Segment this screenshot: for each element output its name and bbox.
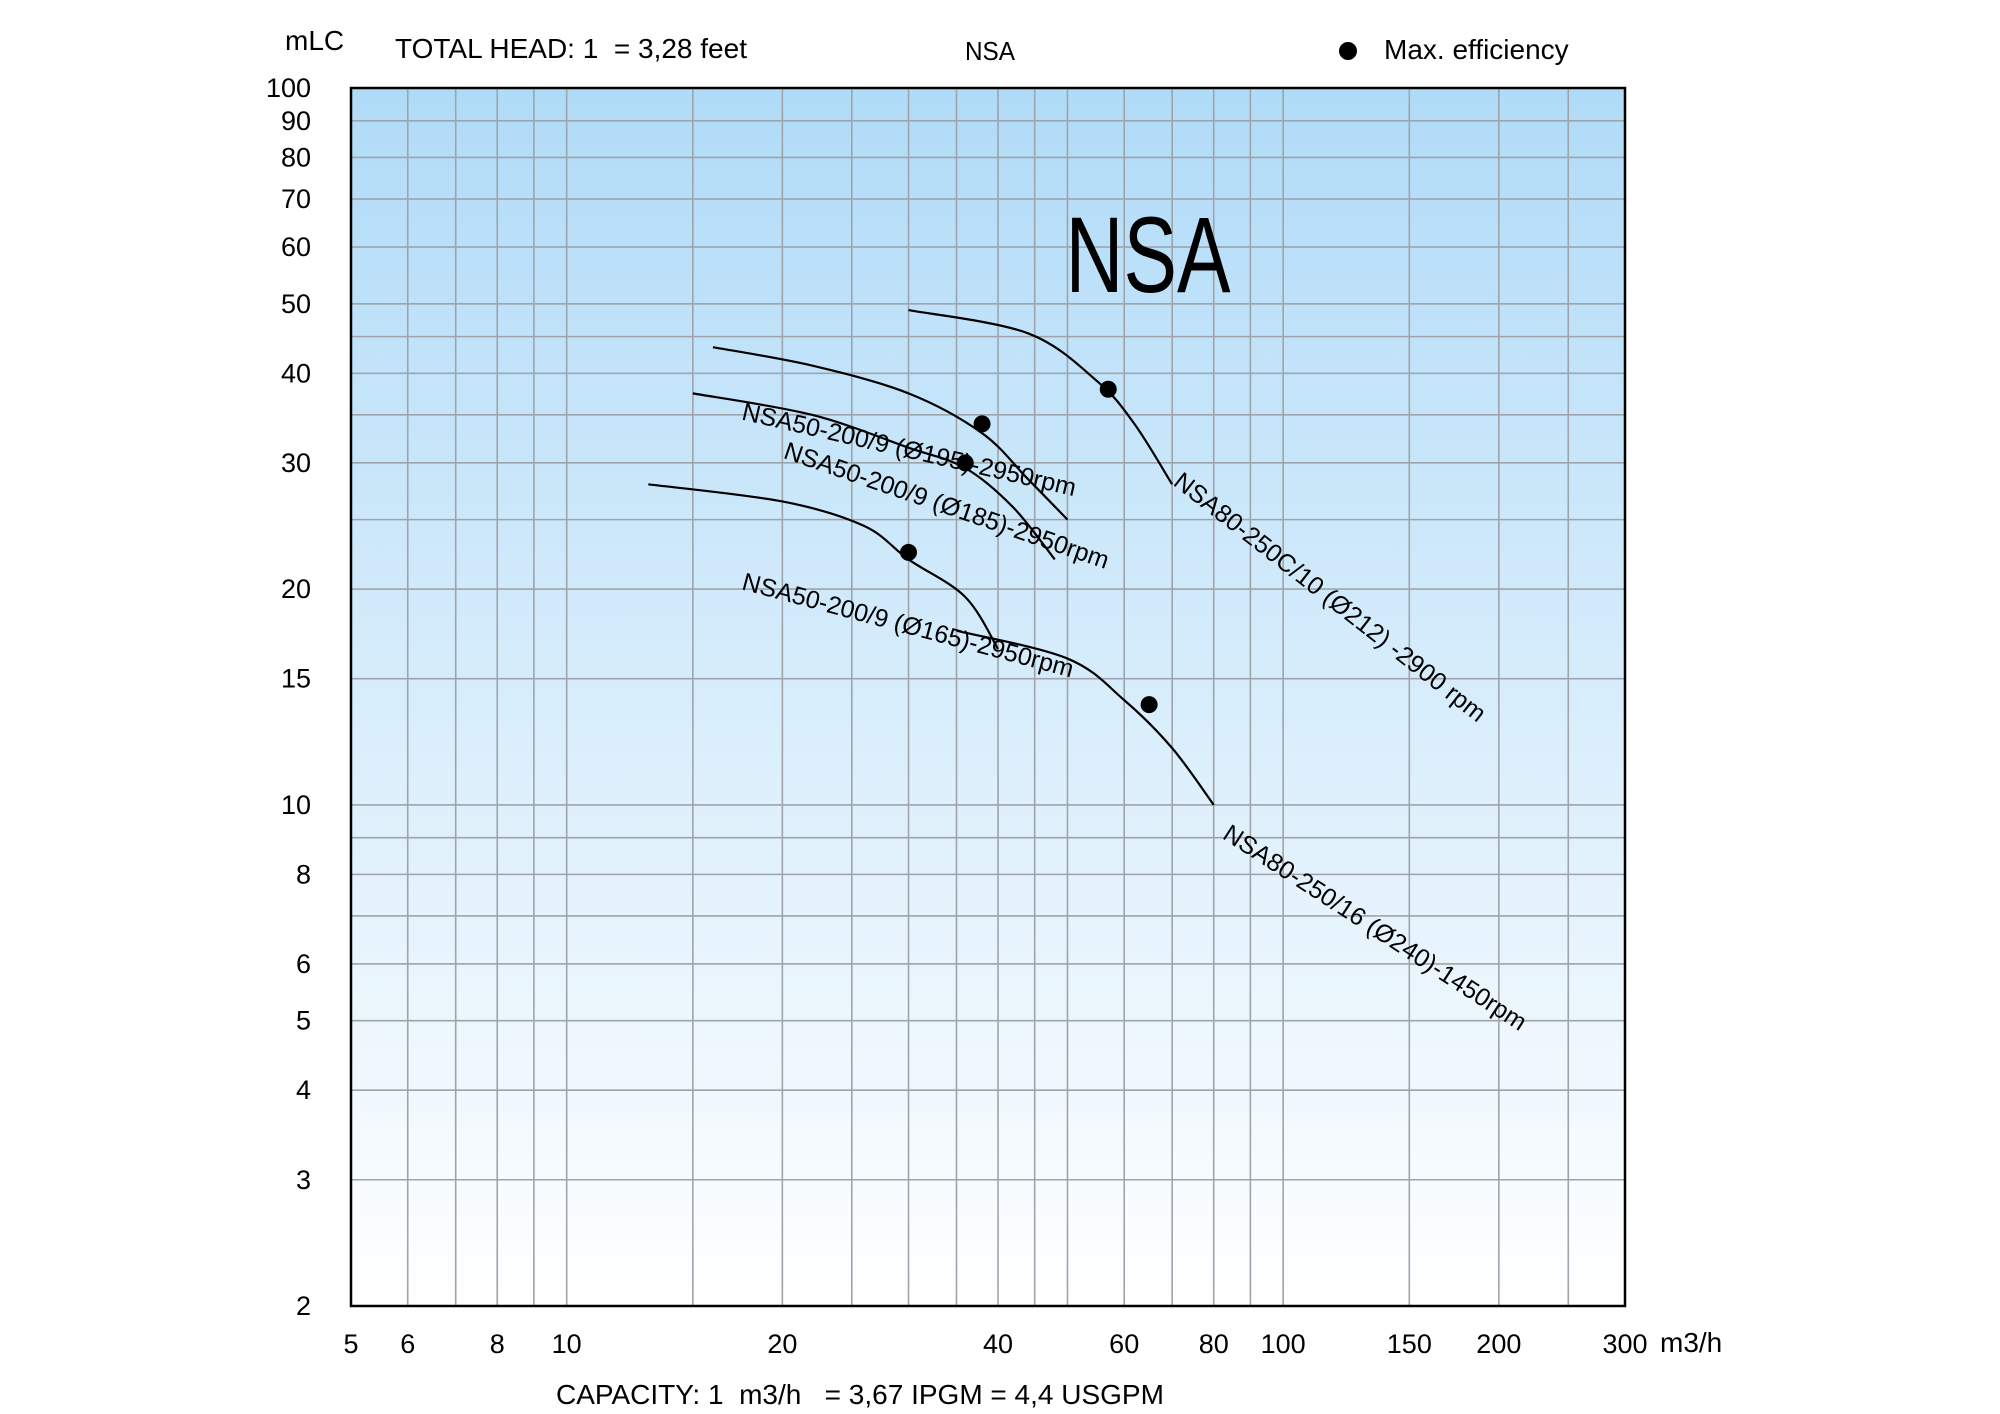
x-tick-label: 8	[490, 1329, 505, 1359]
y-tick-label: 15	[281, 664, 311, 694]
watermark-title: NSA	[1066, 194, 1231, 315]
max-efficiency-point	[956, 454, 974, 472]
y-tick-label: 90	[281, 106, 311, 136]
y-tick-label: 100	[266, 73, 311, 103]
pump-curve-line	[908, 309, 1174, 485]
legend-marker-dot	[1339, 42, 1357, 60]
x-tick-label: 150	[1387, 1329, 1432, 1359]
plot-frame	[349, 86, 1627, 1308]
capacity-note: CAPACITY: 1 m3/h = 3,67 IPGM = 4,4 USGPM	[556, 1379, 1164, 1410]
y-tick-label: 30	[281, 448, 311, 478]
pump-curve-line	[712, 346, 1069, 521]
pump-curve-line	[692, 392, 1056, 561]
x-tick-label: 300	[1602, 1329, 1647, 1359]
y-tick-label: 5	[296, 1006, 311, 1036]
y-tick-label: 60	[281, 232, 311, 262]
y-tick-label: 50	[281, 289, 311, 319]
x-tick-label: 20	[767, 1329, 797, 1359]
y-axis-label: mLC	[285, 25, 344, 56]
x-tick-label: 6	[400, 1329, 415, 1359]
x-tick-label: 100	[1261, 1329, 1306, 1359]
x-tick-label: 200	[1476, 1329, 1521, 1359]
y-tick-label: 2	[296, 1291, 311, 1321]
total-head-note: TOTAL HEAD: 1 = 3,28 feet	[395, 33, 747, 64]
max-efficiency-point	[900, 543, 918, 561]
y-tick-label: 10	[281, 790, 311, 820]
y-tick-label: 4	[296, 1075, 311, 1105]
x-tick-label: 10	[552, 1329, 582, 1359]
x-tick-label: 60	[1109, 1329, 1139, 1359]
max-efficiency-point	[1099, 380, 1117, 398]
pump-curve-line	[956, 629, 1215, 806]
x-tick-label: 40	[983, 1329, 1013, 1359]
x-tick-label: 80	[1199, 1329, 1229, 1359]
x-tick-labels: 5 6 8 10 20 40 60 80 100 150 200 300	[343, 1329, 1647, 1359]
pump-curve-line	[648, 483, 999, 650]
max-efficiency-point	[1140, 696, 1158, 714]
y-tick-label: 3	[296, 1165, 311, 1195]
y-tick-label: 6	[296, 949, 311, 979]
y-tick-label: 20	[281, 574, 311, 604]
y-tick-label: 40	[281, 358, 311, 388]
plot-background	[351, 88, 1625, 1306]
x-axis-label: m3/h	[1660, 1327, 1722, 1358]
y-tick-label: 80	[281, 142, 311, 172]
max-efficiency-point	[973, 415, 991, 433]
x-tick-label: 5	[343, 1329, 358, 1359]
legend-label: Max. efficiency	[1384, 34, 1569, 65]
y-tick-label: 70	[281, 184, 311, 214]
chart-title: NSA	[965, 36, 1016, 66]
y-tick-label: 8	[296, 859, 311, 889]
